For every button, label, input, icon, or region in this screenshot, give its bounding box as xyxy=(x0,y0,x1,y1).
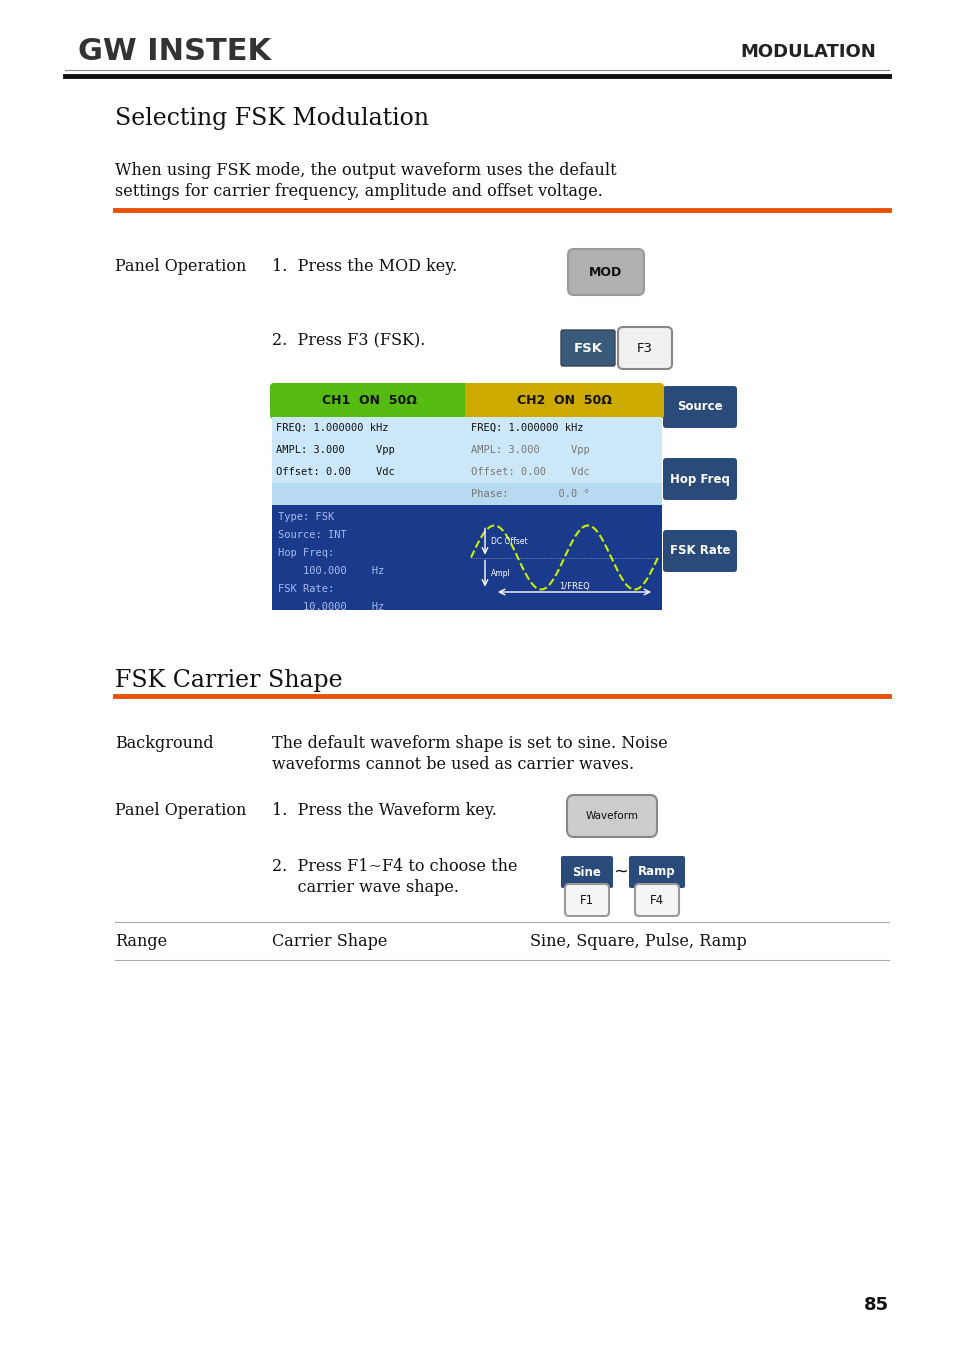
Text: 1.  Press the MOD key.: 1. Press the MOD key. xyxy=(272,258,456,275)
FancyBboxPatch shape xyxy=(662,458,737,500)
Bar xyxy=(272,417,661,439)
FancyBboxPatch shape xyxy=(564,884,608,917)
Text: Sine: Sine xyxy=(572,865,600,879)
Bar xyxy=(272,460,661,483)
Bar xyxy=(272,439,661,460)
Text: FREQ: 1.000000 kHz: FREQ: 1.000000 kHz xyxy=(471,423,583,433)
FancyBboxPatch shape xyxy=(464,383,663,418)
FancyBboxPatch shape xyxy=(270,383,469,418)
Text: 2.  Press F1~F4 to choose the: 2. Press F1~F4 to choose the xyxy=(272,859,517,875)
FancyBboxPatch shape xyxy=(662,386,737,428)
Text: F4: F4 xyxy=(649,894,663,906)
Text: AMPL: 3.000     Vpp: AMPL: 3.000 Vpp xyxy=(471,446,589,455)
Text: Source: Source xyxy=(677,401,722,413)
Text: 1.  Press the Waveform key.: 1. Press the Waveform key. xyxy=(272,802,497,819)
Text: CH1  ON  50Ω: CH1 ON 50Ω xyxy=(322,394,416,408)
FancyBboxPatch shape xyxy=(628,856,684,888)
Text: FSK Rate:: FSK Rate: xyxy=(277,585,334,594)
Bar xyxy=(272,505,661,610)
FancyBboxPatch shape xyxy=(567,248,643,296)
Text: MOD: MOD xyxy=(589,266,622,278)
Text: AMPL: 3.000     Vpp: AMPL: 3.000 Vpp xyxy=(275,446,395,455)
Text: 85: 85 xyxy=(863,1296,888,1314)
Text: GW INSTEK: GW INSTEK xyxy=(78,38,271,66)
Text: ~: ~ xyxy=(613,863,628,882)
Text: Background: Background xyxy=(115,734,213,752)
Text: FSK Carrier Shape: FSK Carrier Shape xyxy=(115,668,342,691)
Text: DC Offset: DC Offset xyxy=(491,537,527,545)
Text: 10.0000    Hz: 10.0000 Hz xyxy=(277,602,384,612)
Text: Type: FSK: Type: FSK xyxy=(277,512,334,522)
Text: FREQ: 1.000000 kHz: FREQ: 1.000000 kHz xyxy=(275,423,388,433)
Text: FSK: FSK xyxy=(573,342,602,355)
Text: waveforms cannot be used as carrier waves.: waveforms cannot be used as carrier wave… xyxy=(272,756,634,774)
FancyBboxPatch shape xyxy=(560,856,613,888)
Text: When using FSK mode, the output waveform uses the default: When using FSK mode, the output waveform… xyxy=(115,162,616,180)
Text: Ramp: Ramp xyxy=(638,865,675,879)
Text: Selecting FSK Modulation: Selecting FSK Modulation xyxy=(115,107,429,130)
Text: F3: F3 xyxy=(637,342,652,355)
Text: 2.  Press F3 (FSK).: 2. Press F3 (FSK). xyxy=(272,332,425,350)
Bar xyxy=(272,385,661,610)
FancyBboxPatch shape xyxy=(560,329,615,366)
FancyBboxPatch shape xyxy=(566,795,657,837)
Text: MODULATION: MODULATION xyxy=(740,43,875,61)
Text: F1: F1 xyxy=(579,894,594,906)
Text: carrier wave shape.: carrier wave shape. xyxy=(272,879,458,896)
Text: CH2  ON  50Ω: CH2 ON 50Ω xyxy=(517,394,611,408)
Text: Offset: 0.00    Vdc: Offset: 0.00 Vdc xyxy=(275,467,395,477)
FancyBboxPatch shape xyxy=(618,327,671,369)
Text: Ampl: Ampl xyxy=(491,568,510,578)
Text: Range: Range xyxy=(115,933,167,950)
Text: 100.000    Hz: 100.000 Hz xyxy=(277,566,384,576)
Text: Waveform: Waveform xyxy=(585,811,638,821)
Text: Phase:        0.0 °: Phase: 0.0 ° xyxy=(471,489,589,500)
FancyBboxPatch shape xyxy=(635,884,679,917)
Text: Carrier Shape: Carrier Shape xyxy=(272,933,387,950)
Text: settings for carrier frequency, amplitude and offset voltage.: settings for carrier frequency, amplitud… xyxy=(115,184,602,200)
Text: Hop Freq: Hop Freq xyxy=(669,472,729,486)
Text: FSK Rate: FSK Rate xyxy=(669,544,729,558)
Text: Source: INT: Source: INT xyxy=(277,531,346,540)
Text: Panel Operation: Panel Operation xyxy=(115,258,246,275)
Text: Panel Operation: Panel Operation xyxy=(115,802,246,819)
FancyBboxPatch shape xyxy=(662,531,737,572)
Text: Sine, Square, Pulse, Ramp: Sine, Square, Pulse, Ramp xyxy=(530,933,746,950)
Bar xyxy=(272,483,661,505)
Text: Hop Freq:: Hop Freq: xyxy=(277,548,334,558)
Text: Offset: 0.00    Vdc: Offset: 0.00 Vdc xyxy=(471,467,589,477)
Text: The default waveform shape is set to sine. Noise: The default waveform shape is set to sin… xyxy=(272,734,667,752)
Text: 1/FREQ: 1/FREQ xyxy=(558,582,589,590)
